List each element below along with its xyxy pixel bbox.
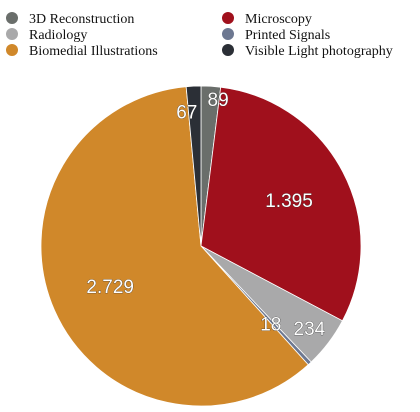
data-label-printed-signals: 18 <box>260 315 281 336</box>
data-label-3d-reconstruction: 89 <box>208 90 229 111</box>
pie-data-labels: 89 1.395 234 18 2.729 67 <box>86 90 326 341</box>
data-label-radiology: 234 <box>294 319 326 340</box>
legend-label: Biomedial Illustrations <box>29 44 158 59</box>
legend-marker <box>222 12 234 24</box>
legend-marker <box>6 28 18 40</box>
legend-item-visible-light-photography: Visible Light photography <box>222 44 393 59</box>
legend-marker <box>6 44 18 56</box>
legend-label: Radiology <box>29 28 87 43</box>
legend-item-microscopy: Microscopy <box>222 12 312 27</box>
data-label-microscopy: 1.395 <box>265 191 313 212</box>
pie-slices <box>40 85 362 407</box>
legend-label: Microscopy <box>245 12 312 27</box>
legend-item-radiology: Radiology <box>6 28 87 43</box>
legend-item-3d-reconstruction: 3D Reconstruction <box>6 12 134 27</box>
data-label-biomedial-illustrations: 2.729 <box>86 277 134 298</box>
legend-label: 3D Reconstruction <box>29 12 134 27</box>
legend-marker <box>222 44 234 56</box>
legend-label: Printed Signals <box>245 28 330 43</box>
pie-slice-visible-light-photography <box>185 85 202 247</box>
legend-marker <box>6 12 18 24</box>
legend-marker <box>222 28 234 40</box>
data-label-visible-light-photography: 67 <box>176 103 197 124</box>
pie-slice-microscopy <box>200 86 362 322</box>
legend-item-biomedial-illustrations: Biomedial Illustrations <box>6 44 158 59</box>
pie-slice-biomedial-illustrations <box>40 86 309 407</box>
legend-label: Visible Light photography <box>245 44 393 59</box>
legend-item-printed-signals: Printed Signals <box>222 28 330 43</box>
